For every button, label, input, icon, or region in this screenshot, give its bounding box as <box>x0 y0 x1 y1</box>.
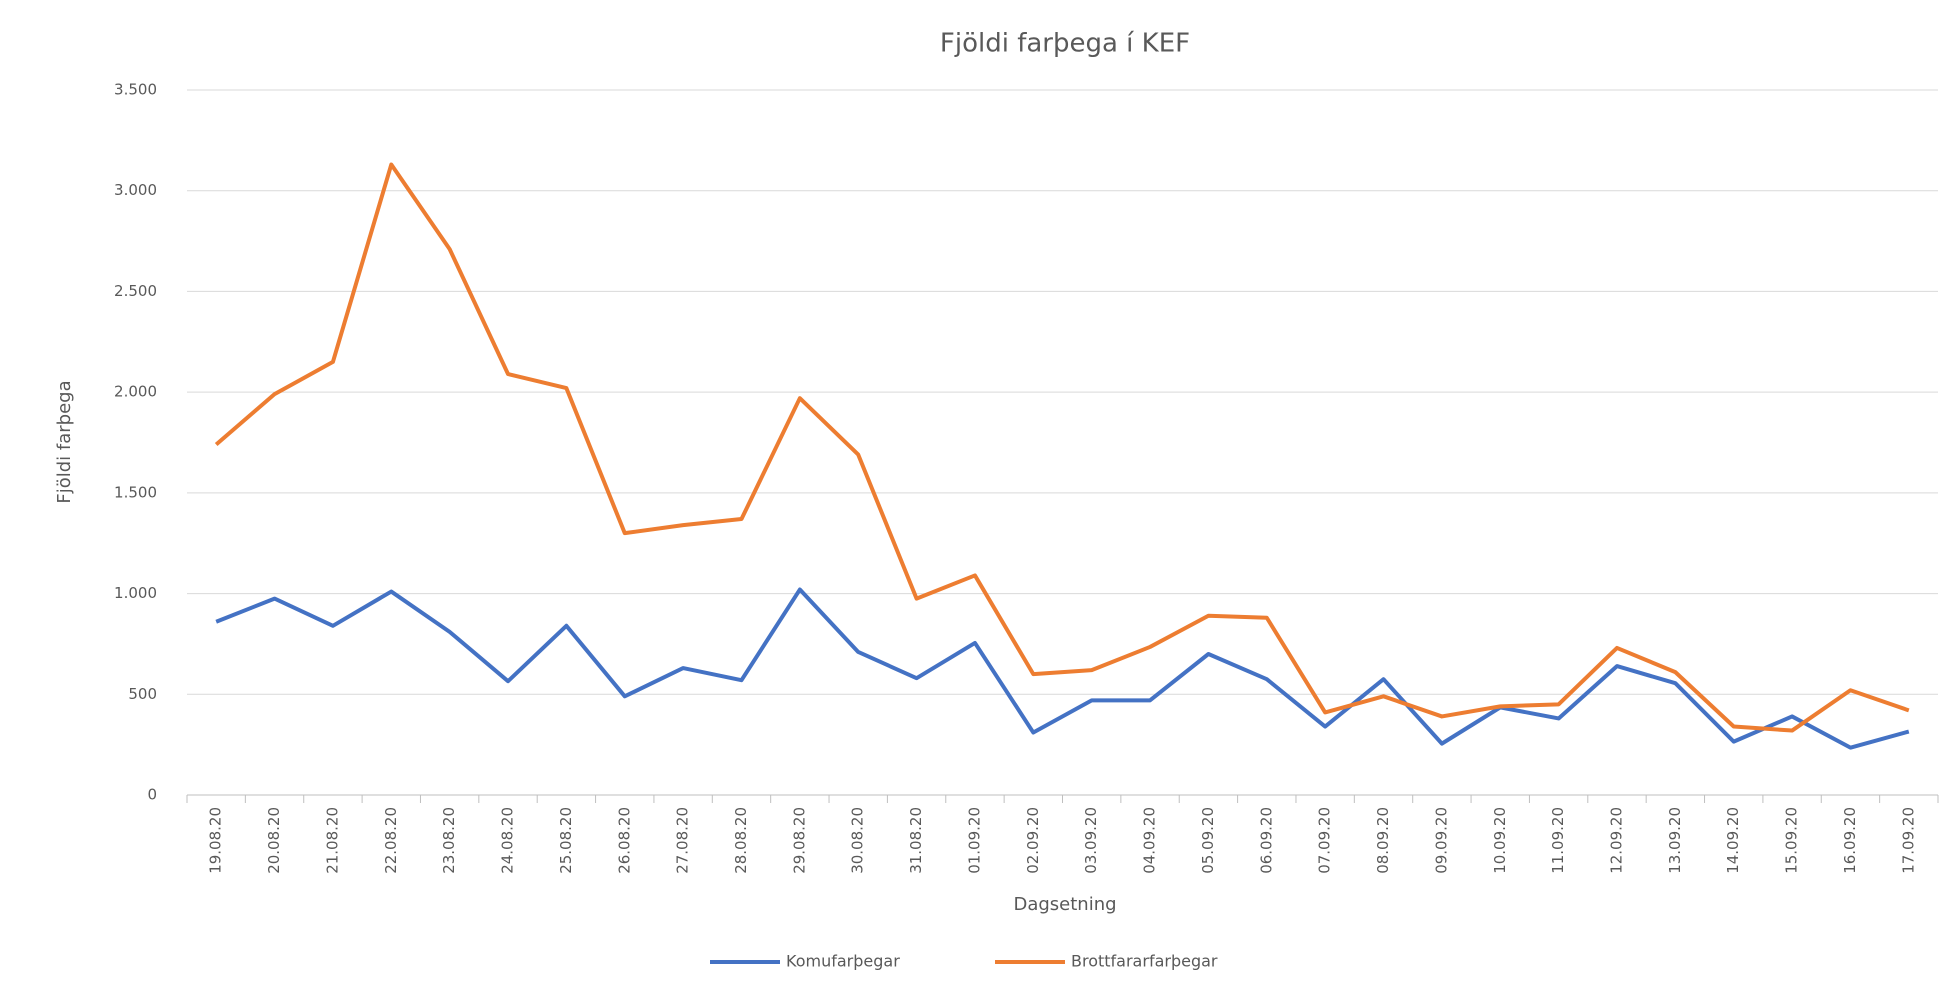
y-tick-label: 3.000 <box>114 181 157 199</box>
y-tick-label: 0 <box>147 786 157 804</box>
x-tick-label: 08.09.20 <box>1374 807 1392 874</box>
x-tick-label: 25.08.20 <box>557 807 575 874</box>
x-tick-label: 13.09.20 <box>1666 807 1684 874</box>
legend-label: Brottfararfarþegar <box>1071 952 1218 971</box>
x-tick-label: 07.09.20 <box>1316 807 1334 874</box>
line-series <box>214 162 1910 733</box>
x-tick-label: 26.08.20 <box>615 807 633 874</box>
x-tick-label: 16.09.20 <box>1841 807 1859 874</box>
x-tick-label: 11.09.20 <box>1549 807 1567 874</box>
x-tick-label: 30.08.20 <box>849 807 867 874</box>
x-tick-label: 14.09.20 <box>1724 807 1742 874</box>
x-tick-label: 29.08.20 <box>790 807 808 874</box>
x-tick-label: 27.08.20 <box>674 807 692 874</box>
x-tick-label: 03.09.20 <box>1082 807 1100 874</box>
x-tick-label: 02.09.20 <box>1024 807 1042 874</box>
x-tick-label: 28.08.20 <box>732 807 750 874</box>
line-series <box>215 587 1910 750</box>
x-tick-label: 22.08.20 <box>382 807 400 874</box>
y-tick-label: 500 <box>128 685 157 703</box>
x-tick-label: 24.08.20 <box>499 807 517 874</box>
x-tick-label: 19.08.20 <box>207 807 225 874</box>
y-tick-label: 2.000 <box>114 383 157 401</box>
x-tick-label: 31.08.20 <box>907 807 925 874</box>
legend-label: Komufarþegar <box>786 952 900 971</box>
x-tick-label: 15.09.20 <box>1783 807 1801 874</box>
x-tick-label: 06.09.20 <box>1257 807 1275 874</box>
x-tick-label: 10.09.20 <box>1491 807 1509 874</box>
x-tick-label: 01.09.20 <box>965 807 983 874</box>
y-tick-label: 1.000 <box>114 584 157 602</box>
x-tick-label: 21.08.20 <box>323 807 341 874</box>
x-tick-label: 09.09.20 <box>1432 807 1450 874</box>
x-tick-label: 04.09.20 <box>1141 807 1159 874</box>
x-tick-label: 17.09.20 <box>1899 807 1917 874</box>
chart-title: Fjöldi farþega í KEF <box>940 29 1190 59</box>
x-tick-label: 23.08.20 <box>440 807 458 874</box>
y-tick-label: 3.500 <box>114 81 157 99</box>
x-tick-label: 05.09.20 <box>1199 807 1217 874</box>
y-tick-label: 2.500 <box>114 282 157 300</box>
y-tick-label: 1.500 <box>114 483 157 501</box>
y-axis-title: Fjöldi farþega <box>54 380 75 503</box>
x-tick-label: 20.08.20 <box>265 807 283 874</box>
x-tick-label: 12.09.20 <box>1607 807 1625 874</box>
x-axis-title: Dagsetning <box>1013 894 1116 915</box>
